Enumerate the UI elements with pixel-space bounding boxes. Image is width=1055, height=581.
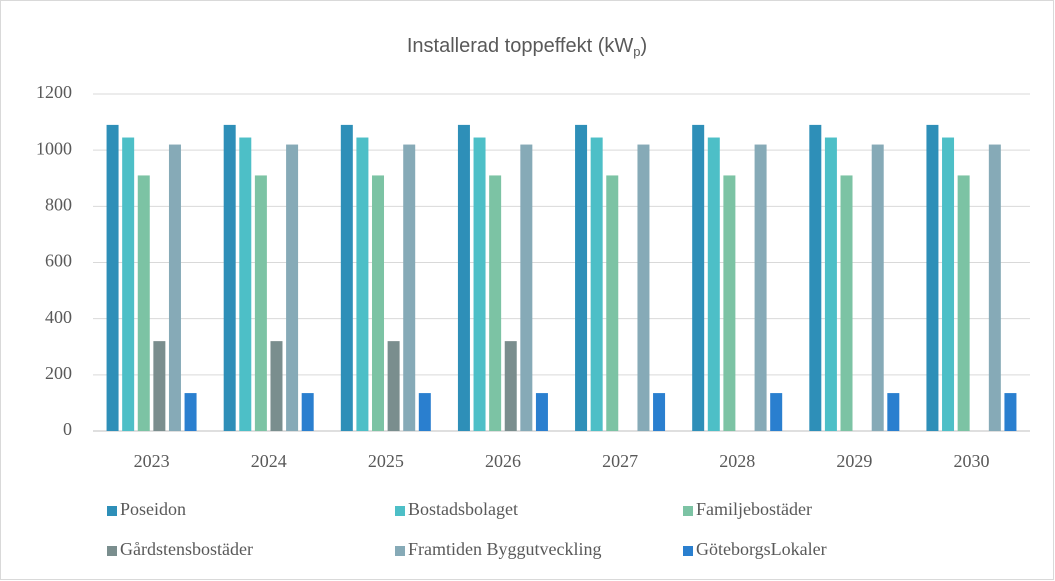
y-tick-label: 200 <box>45 363 72 383</box>
bar <box>824 137 837 431</box>
bar <box>887 393 900 431</box>
bar <box>590 137 603 431</box>
bar <box>957 175 970 431</box>
y-tick-label: 400 <box>45 307 72 327</box>
bar <box>809 124 822 432</box>
legend-swatch <box>395 506 405 516</box>
x-tick-label: 2023 <box>134 451 170 471</box>
legend-label: Poseidon <box>120 499 186 519</box>
bar <box>535 393 548 431</box>
bar <box>184 393 197 431</box>
legend-swatch <box>395 546 405 556</box>
title-main: Installerad toppeffekt (kW <box>407 35 634 57</box>
bar <box>372 175 385 431</box>
chart-title: Installerad toppeffekt (kWp) <box>407 35 647 59</box>
bar <box>153 341 166 431</box>
bar <box>707 137 720 431</box>
legend-swatch <box>107 546 117 556</box>
bar <box>653 393 666 431</box>
bar <box>840 175 853 431</box>
bar <box>340 124 353 432</box>
bar <box>473 137 486 431</box>
bar <box>387 341 400 431</box>
bar <box>871 144 884 432</box>
bar <box>254 175 267 431</box>
legend-label: Gårdstensbostäder <box>120 539 253 559</box>
bar <box>606 175 619 431</box>
bar <box>301 393 314 431</box>
bar <box>137 175 150 431</box>
bar <box>723 175 736 431</box>
y-tick-label: 1200 <box>36 82 72 102</box>
y-tick-label: 0 <box>63 419 72 439</box>
bar <box>457 124 470 432</box>
legend-label: Framtiden Byggutveckling <box>408 539 601 559</box>
bar <box>286 144 299 432</box>
y-tick-label: 800 <box>45 194 72 214</box>
bar <box>926 124 939 432</box>
bar <box>1004 393 1017 431</box>
legend-swatch <box>683 546 693 556</box>
bar <box>637 144 650 432</box>
bar <box>270 341 283 431</box>
bar <box>239 137 252 431</box>
title-end: ) <box>640 35 647 57</box>
bar <box>770 393 783 431</box>
legend-swatch <box>107 506 117 516</box>
bar <box>754 144 767 432</box>
legend-swatch <box>683 506 693 516</box>
x-tick-label: 2029 <box>836 451 872 471</box>
legend-label: GöteborgsLokaler <box>696 539 827 559</box>
bar <box>575 124 588 432</box>
x-tick-label: 2024 <box>251 451 287 471</box>
bar <box>356 137 369 431</box>
bar <box>418 393 431 431</box>
x-tick-label: 2027 <box>602 451 638 471</box>
bar <box>489 175 502 431</box>
bar <box>942 137 955 431</box>
legend-label: Familjebostäder <box>696 499 812 519</box>
y-tick-label: 600 <box>45 251 72 271</box>
bar <box>403 144 416 432</box>
x-tick-label: 2028 <box>719 451 755 471</box>
title-subscript: p <box>633 44 640 59</box>
y-tick-label: 1000 <box>36 138 72 158</box>
x-tick-label: 2030 <box>953 451 989 471</box>
bar <box>223 124 236 432</box>
bar <box>504 341 517 431</box>
bar <box>692 124 705 432</box>
bar <box>168 144 181 432</box>
bar <box>122 137 135 431</box>
legend-label: Bostadsbolaget <box>408 499 518 519</box>
bar <box>106 124 119 432</box>
bar <box>520 144 533 432</box>
x-tick-label: 2025 <box>368 451 404 471</box>
x-tick-label: 2026 <box>485 451 521 471</box>
bar <box>988 144 1001 432</box>
